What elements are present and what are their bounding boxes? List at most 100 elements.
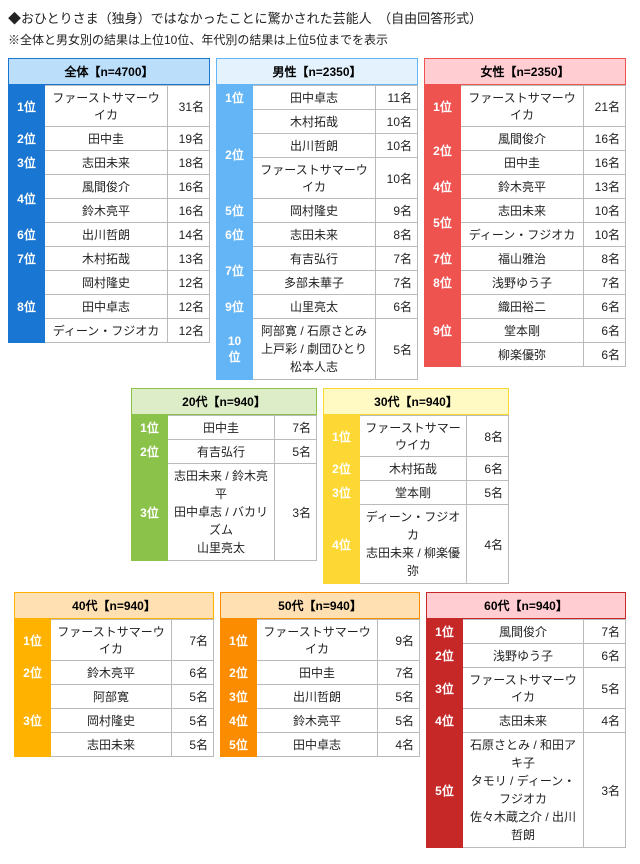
- table-row: 1位ファーストサマーウイカ31名: [9, 86, 210, 127]
- table-row: 3位阿部寛5名: [15, 685, 214, 709]
- table-row: 6位出川哲朗14名: [9, 223, 210, 247]
- rank-cell: 1位: [221, 620, 257, 661]
- count-cell: 7名: [275, 416, 317, 440]
- rank-cell: 1位: [15, 620, 51, 661]
- name-cell: ファーストサマーウイカ: [253, 158, 376, 199]
- table-row: 2位浅野ゆう子6名: [427, 644, 626, 668]
- ranking-table: 1位田中圭7名2位有吉弘行5名3位志田未来 / 鈴木亮平田中卓志 / バカリズム…: [131, 415, 317, 561]
- name-cell: 有吉弘行: [253, 247, 376, 271]
- count-cell: 4名: [467, 505, 509, 584]
- rank-cell: 5位: [425, 199, 461, 247]
- count-cell: 8名: [467, 416, 509, 457]
- name-cell: 木村拓哉: [253, 110, 376, 134]
- table-row: 5位岡村隆史9名: [217, 199, 418, 223]
- count-cell: 7名: [378, 661, 420, 685]
- name-cell: ディーン・フジオカ: [45, 319, 168, 343]
- count-cell: 12名: [168, 319, 210, 343]
- count-cell: 5名: [378, 685, 420, 709]
- count-cell: 5名: [467, 481, 509, 505]
- name-cell: 風間俊介: [461, 127, 584, 151]
- count-cell: 16名: [168, 199, 210, 223]
- table-row: 6位志田未来8名: [217, 223, 418, 247]
- name-cell: 有吉弘行: [168, 440, 275, 464]
- table-row: 8位浅野ゆう子7名: [425, 271, 626, 295]
- name-cell: 志田未来: [253, 223, 376, 247]
- block-header: 全体【n=4700】: [8, 58, 210, 85]
- layout-row: 20代【n=940】1位田中圭7名2位有吉弘行5名3位志田未来 / 鈴木亮平田中…: [8, 388, 632, 584]
- count-cell: 7名: [584, 271, 626, 295]
- rank-cell: 3位: [221, 685, 257, 709]
- name-cell: 岡村隆史: [51, 709, 172, 733]
- count-cell: 5名: [378, 709, 420, 733]
- name-cell: ディーン・フジオカ: [461, 223, 584, 247]
- ranking-table: 1位ファーストサマーウイカ8名2位木村拓哉6名3位堂本剛5名4位ディーン・フジオ…: [323, 415, 509, 584]
- rank-cell: 1位: [132, 416, 168, 440]
- name-cell: 出川哲朗: [257, 685, 378, 709]
- rank-cell: 2位: [427, 644, 463, 668]
- rank-cell: 2位: [217, 110, 253, 199]
- count-cell: 31名: [168, 86, 210, 127]
- name-cell: 織田裕二: [461, 295, 584, 319]
- tables-container: 全体【n=4700】1位ファーストサマーウイカ31名2位田中圭19名3位志田未来…: [8, 58, 632, 848]
- table-row: 2位木村拓哉10名: [217, 110, 418, 134]
- table-row: 1位ファーストサマーウイカ9名: [221, 620, 420, 661]
- rank-cell: 5位: [427, 733, 463, 848]
- count-cell: 19名: [168, 127, 210, 151]
- count-cell: 18名: [168, 151, 210, 175]
- name-cell: 山里亮太: [253, 295, 376, 319]
- count-cell: 5名: [275, 440, 317, 464]
- name-cell: 志田未来: [463, 709, 584, 733]
- layout-row: 40代【n=940】1位ファーストサマーウイカ7名2位鈴木亮平6名3位阿部寛5名…: [8, 592, 632, 848]
- block-header: 男性【n=2350】: [216, 58, 418, 85]
- rank-cell: 3位: [9, 151, 45, 175]
- table-row: 1位田中卓志11名: [217, 86, 418, 110]
- table-row: 2位有吉弘行5名: [132, 440, 317, 464]
- name-cell: ファーストサマーウイカ: [463, 668, 584, 709]
- table-row: 3位志田未来 / 鈴木亮平田中卓志 / バカリズム山里亮太3名: [132, 464, 317, 561]
- block-header: 60代【n=940】: [426, 592, 626, 619]
- count-cell: 7名: [172, 620, 214, 661]
- count-cell: 6名: [172, 661, 214, 685]
- rank-cell: 2位: [425, 127, 461, 175]
- name-cell: ファーストサマーウイカ: [461, 86, 584, 127]
- rank-cell: 9位: [425, 295, 461, 367]
- rank-cell: 4位: [425, 175, 461, 199]
- count-cell: 10名: [376, 158, 418, 199]
- rank-cell: 5位: [221, 733, 257, 757]
- ranking-table: 1位ファーストサマーウイカ21名2位風間俊介16名田中圭16名4位鈴木亮平13名…: [424, 85, 626, 367]
- count-cell: 7名: [376, 247, 418, 271]
- ranking-table: 1位ファーストサマーウイカ9名2位田中圭7名3位出川哲朗5名4位鈴木亮平5名5位…: [220, 619, 420, 757]
- rank-cell: 7位: [217, 247, 253, 295]
- name-cell: 出川哲朗: [253, 134, 376, 158]
- table-row: 1位田中圭7名: [132, 416, 317, 440]
- rank-cell: 10位: [217, 319, 253, 380]
- ranking-table: 1位風間俊介7名2位浅野ゆう子6名3位ファーストサマーウイカ5名4位志田未来4名…: [426, 619, 626, 848]
- rank-cell: 2位: [15, 661, 51, 685]
- ranking-table: 1位ファーストサマーウイカ31名2位田中圭19名3位志田未来18名4位風間俊介1…: [8, 85, 210, 343]
- table-row: 4位鈴木亮平5名: [221, 709, 420, 733]
- count-cell: 12名: [168, 295, 210, 319]
- count-cell: 10名: [376, 134, 418, 158]
- rank-cell: 3位: [132, 464, 168, 561]
- count-cell: 5名: [172, 709, 214, 733]
- name-cell: 岡村隆史: [45, 271, 168, 295]
- count-cell: 11名: [376, 86, 418, 110]
- count-cell: 16名: [584, 127, 626, 151]
- name-cell: 鈴木亮平: [51, 661, 172, 685]
- count-cell: 6名: [584, 644, 626, 668]
- block-header: 40代【n=940】: [14, 592, 214, 619]
- ranking-block-a60: 60代【n=940】1位風間俊介7名2位浅野ゆう子6名3位ファーストサマーウイカ…: [426, 592, 626, 848]
- count-cell: 5名: [584, 668, 626, 709]
- table-row: 4位志田未来4名: [427, 709, 626, 733]
- ranking-table: 1位ファーストサマーウイカ7名2位鈴木亮平6名3位阿部寛5名岡村隆史5名志田未来…: [14, 619, 214, 757]
- name-cell: 志田未来: [51, 733, 172, 757]
- page-title: ◆おひとりさま（独身）ではなかったことに驚かされた芸能人 （自由回答形式）: [8, 8, 632, 27]
- name-cell: 田中圭: [461, 151, 584, 175]
- name-cell: ファーストサマーウイカ: [45, 86, 168, 127]
- rank-cell: 7位: [425, 247, 461, 271]
- name-cell: 田中圭: [45, 127, 168, 151]
- table-row: 2位田中圭7名: [221, 661, 420, 685]
- block-header: 30代【n=940】: [323, 388, 509, 415]
- count-cell: 16名: [584, 151, 626, 175]
- table-row: 5位田中卓志4名: [221, 733, 420, 757]
